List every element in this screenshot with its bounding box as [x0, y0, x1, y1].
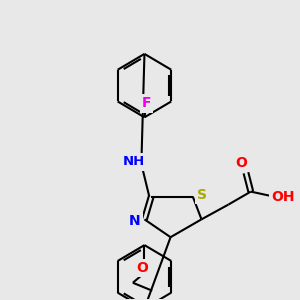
Text: H: H	[274, 190, 284, 203]
Text: O: O	[235, 156, 247, 170]
Text: H: H	[271, 189, 282, 202]
Text: F: F	[142, 96, 151, 110]
Text: S: S	[197, 188, 208, 202]
Text: OH: OH	[271, 190, 295, 204]
Text: O: O	[136, 261, 148, 275]
Text: N: N	[129, 214, 141, 228]
Text: NH: NH	[123, 155, 145, 168]
